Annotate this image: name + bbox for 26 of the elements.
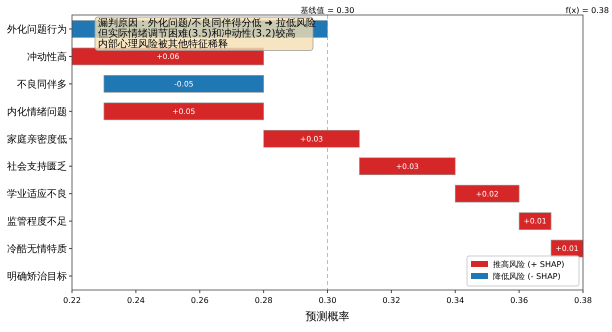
y-tick-label: 冷酷无情特质 [7,243,67,256]
x-tick-label: 0.26 [190,296,209,305]
y-tick-label: 外化问题行为 [7,23,67,36]
x-tick-label: 0.24 [126,296,145,305]
x-tick-label: 0.22 [63,296,81,305]
y-tick-label: 明确矫治目标 [7,270,67,283]
legend-label: 降低风险 (- SHAP) [493,272,561,281]
y-tick-label: 内化情绪问题 [7,106,67,118]
y-tick-label: 社会支持匮乏 [7,160,67,173]
annotation: 但实际情绪调节困难(3.5)和冲动性(3.2)较高 [98,28,296,40]
x-tick-label: 0.32 [382,296,400,305]
annotation: f(x) = 0.38 [566,6,609,15]
y-tick-label: 不良同伴多 [17,78,67,90]
x-tick-label: 0.36 [510,296,528,305]
legend-label: 推高风险 (+ SHAP) [493,260,564,269]
x-axis-title: 预测概率 [306,310,350,323]
x-tick-label: 0.38 [574,296,592,305]
y-tick-label: 学业适应不良 [7,188,67,200]
x-tick-label: 0.28 [254,296,273,305]
y-tick-label: 家庭亲密度低 [7,133,67,146]
x-tick-label: 0.34 [446,296,464,305]
annotation: 内部心理风险被其他特征稀释 [98,38,228,50]
y-tick-label: 监管程度不足 [7,216,67,228]
y-tick-label: 冲动性高 [27,50,67,63]
x-tick-label: 0.30 [318,296,336,305]
ref-line-label: 基线值 = 0.30 [300,6,354,15]
